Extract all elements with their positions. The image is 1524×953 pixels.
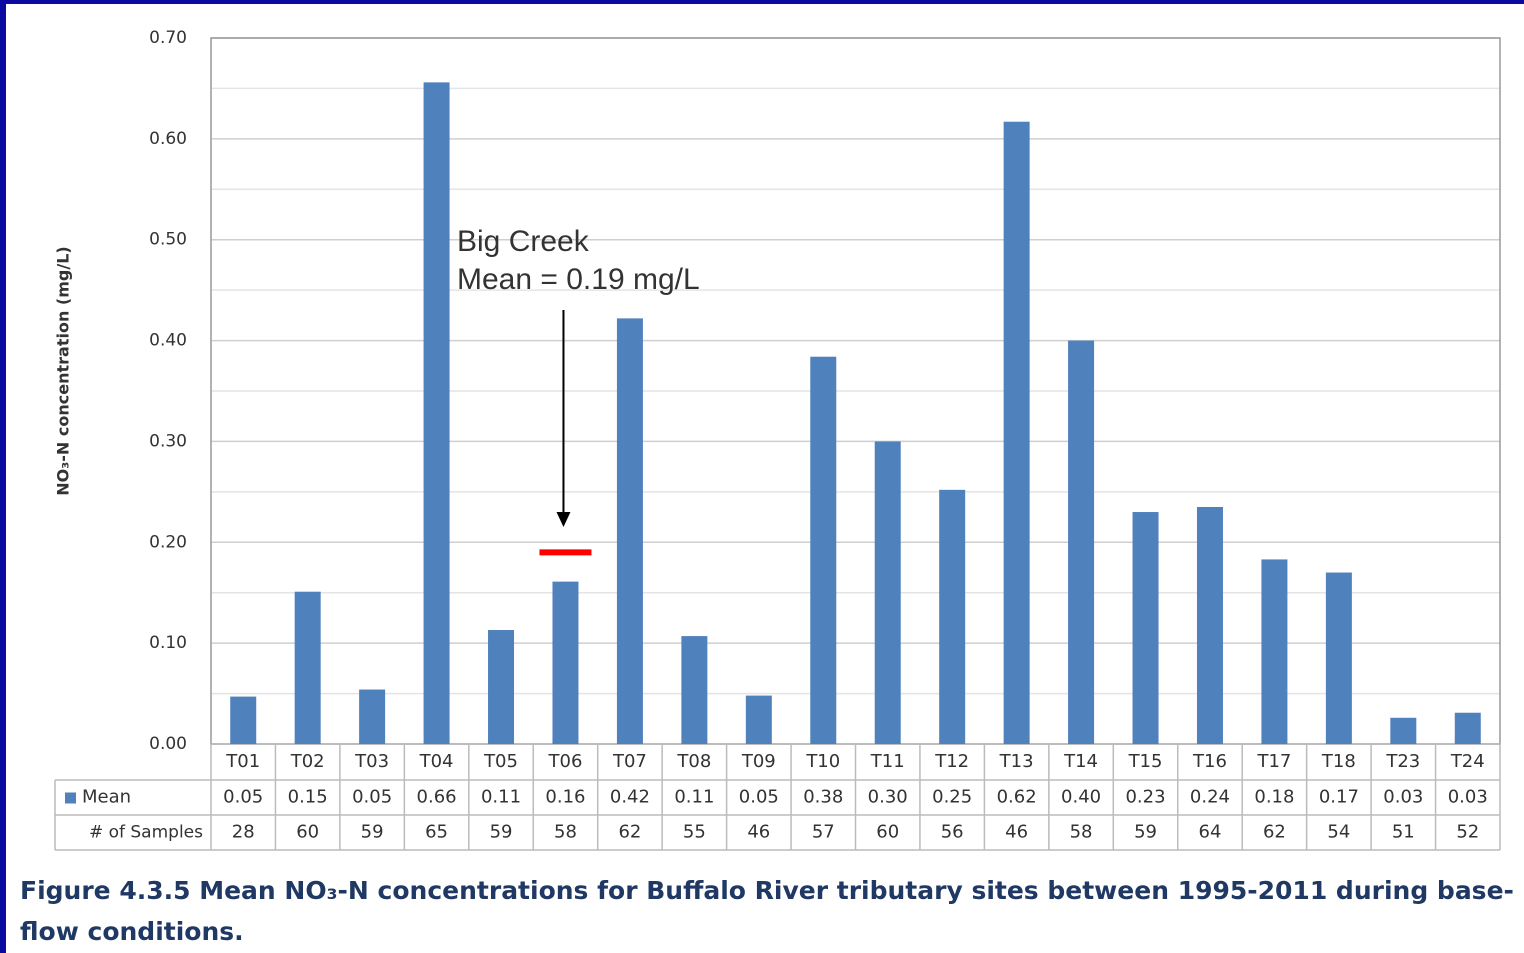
x-tick-label: T03	[354, 751, 389, 772]
table-sample: 59	[361, 822, 384, 843]
table-sample: 59	[490, 822, 513, 843]
table-value: 0.11	[481, 787, 521, 808]
table-sample: 28	[232, 822, 255, 843]
table-sample: 59	[1134, 822, 1157, 843]
table-value: 0.17	[1319, 787, 1359, 808]
bar	[1390, 717, 1417, 744]
bar	[1132, 512, 1159, 744]
caption: Figure 4.3.5 Mean NO₃-N concentrations f…	[20, 876, 1514, 946]
table-value: 0.23	[1125, 787, 1165, 808]
table-sample: 60	[876, 822, 899, 843]
x-tick-label: T09	[741, 751, 776, 772]
table-sample: 56	[941, 822, 964, 843]
table-value: 0.24	[1190, 787, 1230, 808]
table-value: 0.30	[868, 787, 908, 808]
x-tick-label: T11	[870, 751, 905, 772]
table-value: 0.42	[610, 787, 650, 808]
bar	[1196, 506, 1223, 744]
table-value: 0.62	[997, 787, 1037, 808]
x-tick-label: T08	[676, 751, 711, 772]
bar	[1261, 559, 1288, 744]
table-sample: 62	[1263, 822, 1286, 843]
y-tick-label: 0.20	[149, 532, 187, 552]
legend-swatch	[65, 792, 76, 804]
bar	[616, 318, 643, 744]
table-sample: 57	[812, 822, 835, 843]
y-tick-label: 0.40	[149, 331, 187, 351]
x-tick-label: T07	[612, 751, 647, 772]
table-value: 0.16	[545, 787, 585, 808]
table-value: 0.03	[1383, 787, 1423, 808]
bar	[1068, 340, 1095, 744]
bar	[745, 695, 772, 744]
bar	[552, 581, 579, 744]
table-value: 0.18	[1254, 787, 1294, 808]
table-sample: 51	[1392, 822, 1415, 843]
x-tick-label: T14	[1063, 751, 1098, 772]
table-sample: 60	[296, 822, 319, 843]
bar	[294, 591, 321, 744]
table-sample: 62	[618, 822, 641, 843]
bar	[1454, 712, 1481, 744]
x-tick-label: T24	[1450, 751, 1485, 772]
y-tick-label: 0.00	[149, 734, 187, 754]
x-tick-label: T04	[419, 751, 454, 772]
table-sample: 64	[1199, 822, 1222, 843]
table-row-label: # of Samples	[89, 823, 203, 843]
bar	[488, 630, 515, 744]
bar	[230, 696, 257, 744]
table-sample: 65	[425, 822, 448, 843]
x-tick-label: T15	[1128, 751, 1163, 772]
bar	[359, 689, 386, 744]
bar	[874, 441, 901, 744]
table-value: 0.25	[932, 787, 972, 808]
annotation-arrowhead	[556, 512, 571, 527]
x-tick-label: T17	[1256, 751, 1291, 772]
sheet: 0.00 0.10 0.20 0.30 0.40 0.50 0.60 0.70 NO₃-N co…	[6, 4, 1524, 953]
y-tick-label: 0.30	[149, 431, 187, 451]
x-tick-label: T10	[805, 751, 840, 772]
x-tick-label: T18	[1321, 751, 1356, 772]
x-tick-label: T06	[548, 751, 583, 772]
table-sample: 46	[747, 822, 770, 843]
x-tick-label: T12	[934, 751, 969, 772]
x-tick-label: T16	[1192, 751, 1227, 772]
table-sample: 54	[1327, 822, 1350, 843]
x-tick-label: T23	[1385, 751, 1420, 772]
x-tick-label: T01	[225, 751, 260, 772]
bar	[681, 636, 708, 744]
chart: 0.00 0.10 0.20 0.30 0.40 0.50 0.60 0.70 NO₃-N co…	[54, 28, 1501, 851]
y-tick-label: 0.50	[149, 230, 187, 250]
table-sample: 55	[683, 822, 706, 843]
table-value: 0.66	[417, 787, 457, 808]
bar	[810, 356, 837, 744]
table-sample: 52	[1456, 822, 1479, 843]
x-tick-label: T13	[999, 751, 1034, 772]
table-value: 0.40	[1061, 787, 1101, 808]
legend-label: Mean	[82, 787, 131, 808]
x-tick-label: T02	[290, 751, 325, 772]
y-tick-label: 0.60	[149, 129, 187, 149]
table-value: 0.05	[223, 787, 263, 808]
y-axis-label: NO₃-N concentration (mg/L)	[54, 246, 73, 495]
table-value: 0.15	[288, 787, 328, 808]
table-sample: 46	[1005, 822, 1028, 843]
annotation-text: Big Creek	[457, 225, 590, 258]
bar	[939, 489, 966, 744]
table-value: 0.11	[674, 787, 714, 808]
bar	[423, 82, 450, 745]
bar	[1003, 121, 1030, 744]
y-tick-label: 0.70	[149, 28, 187, 48]
table-sample: 58	[554, 822, 577, 843]
x-tick-label: T05	[483, 751, 518, 772]
table-sample: 58	[1070, 822, 1093, 843]
bar	[1325, 572, 1352, 744]
table-value: 0.03	[1448, 787, 1488, 808]
y-tick-label: 0.10	[149, 633, 187, 653]
annotation-text: Mean = 0.19 mg/L	[457, 263, 700, 296]
table-value: 0.38	[803, 787, 843, 808]
table-value: 0.05	[739, 787, 779, 808]
table-value: 0.05	[352, 787, 392, 808]
